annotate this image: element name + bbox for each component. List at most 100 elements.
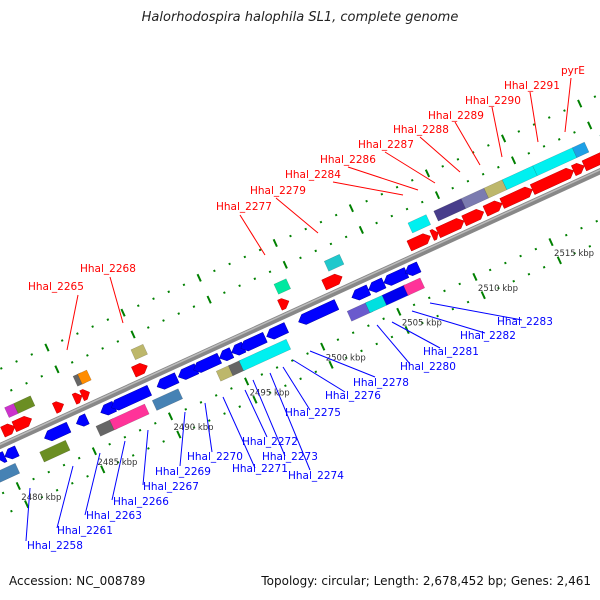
minor-tick [487, 144, 490, 147]
gene-label: Hhal_2283 [497, 316, 553, 328]
minor-tick [421, 321, 424, 325]
major-tick [510, 156, 517, 165]
major-tick [480, 291, 486, 300]
label-leader-line [429, 302, 523, 321]
reverse-gene-arrow [240, 331, 268, 352]
minor-tick [360, 349, 363, 353]
forward-cog-box [571, 141, 590, 159]
label-leader-line [244, 389, 268, 438]
minor-tick [564, 233, 568, 237]
gene-label: Hhal_2289 [428, 110, 484, 122]
minor-tick [228, 262, 231, 266]
minor-tick [344, 235, 348, 239]
minor-tick [299, 377, 302, 381]
major-tick [176, 430, 182, 439]
gene-label: Hhal_2273 [262, 451, 318, 463]
gene-label: Hhal_2267 [143, 481, 199, 493]
minor-tick [146, 326, 150, 329]
forward-cog-box [77, 369, 92, 385]
reverse-cog-box [238, 338, 292, 372]
tick-label: 2490 kbp [174, 423, 214, 433]
minor-tick [488, 268, 492, 272]
minor-tick [284, 384, 287, 388]
minor-tick [375, 221, 378, 225]
minor-tick [123, 435, 127, 439]
minor-tick [319, 220, 323, 224]
minor-tick [30, 353, 34, 356]
gene-label: Hhal_2266 [113, 496, 169, 508]
reverse-cog-box [403, 277, 426, 296]
minor-tick [527, 272, 531, 276]
minor-tick [108, 442, 111, 446]
minor-tick [527, 151, 531, 155]
reverse-gene-arrow [110, 384, 153, 411]
reverse-cog-box [151, 388, 184, 411]
minor-tick [588, 245, 592, 248]
forward-gene-arrow [131, 363, 148, 378]
minor-tick [253, 277, 257, 281]
minor-tick [70, 361, 74, 364]
reverse-gene-arrow [368, 277, 387, 293]
forward-gene-arrow [461, 209, 485, 227]
gene-label: Hhal_2277 [216, 201, 272, 213]
forward-cog-box [433, 198, 467, 222]
reverse-cog-box [109, 403, 150, 431]
reverse-gene-arrow [44, 421, 72, 442]
tick-label: 2480 kbp [21, 493, 61, 503]
gene-label: Hhal_2281 [423, 346, 479, 358]
minor-tick [466, 179, 470, 183]
label-leader-line [411, 310, 486, 334]
minor-tick [106, 318, 110, 321]
label-leader-line [384, 151, 436, 184]
minor-tick [290, 359, 294, 362]
minor-tick [427, 296, 431, 300]
minor-tick [390, 214, 394, 218]
tick-label: 2500 kbp [326, 354, 366, 364]
minor-tick [162, 440, 165, 443]
major-tick [100, 465, 106, 474]
gene-label: Hhal_2271 [232, 463, 288, 475]
minor-tick [481, 172, 485, 176]
label-leader-line [204, 402, 213, 453]
minor-tick [563, 109, 566, 112]
major-tick [501, 134, 507, 143]
forward-gene-arrow [79, 389, 90, 402]
backbone [0, 167, 600, 450]
minor-tick [116, 461, 120, 464]
forward-gene-arrow [499, 186, 533, 209]
major-tick [196, 273, 202, 282]
minor-tick [238, 284, 241, 288]
minor-tick [443, 289, 446, 293]
minor-tick [275, 366, 279, 369]
minor-tick [153, 421, 157, 425]
forward-gene-arrow [71, 392, 83, 405]
major-tick [472, 272, 478, 282]
minor-tick [314, 249, 318, 253]
label-leader-line [529, 91, 539, 143]
gene-label: Hhal_2278 [353, 377, 409, 389]
forward-cog-box [130, 343, 148, 361]
label-leader-line [84, 452, 101, 516]
reverse-gene-arrow [177, 363, 200, 380]
tick-label: 2505 kbp [402, 319, 442, 329]
minor-tick [519, 254, 522, 258]
forward-gene-arrow [435, 218, 465, 239]
minor-tick [329, 242, 333, 246]
minor-tick [138, 428, 142, 432]
minor-tick [497, 286, 500, 290]
label-leader-line [564, 77, 572, 133]
minor-tick [116, 340, 120, 343]
minor-tick [177, 312, 181, 315]
minor-tick [152, 297, 155, 301]
reverse-gene-arrow [219, 347, 235, 362]
major-tick [130, 330, 136, 339]
minor-tick [47, 470, 51, 474]
forward-gene-arrow [429, 229, 439, 241]
gene-label: Hhal_2274 [288, 470, 344, 482]
gene-label: Hhal_2282 [460, 330, 516, 342]
minor-tick [32, 477, 35, 481]
major-tick [44, 343, 50, 352]
minor-tick [230, 387, 233, 390]
reverse-gene-arrow [156, 372, 180, 390]
